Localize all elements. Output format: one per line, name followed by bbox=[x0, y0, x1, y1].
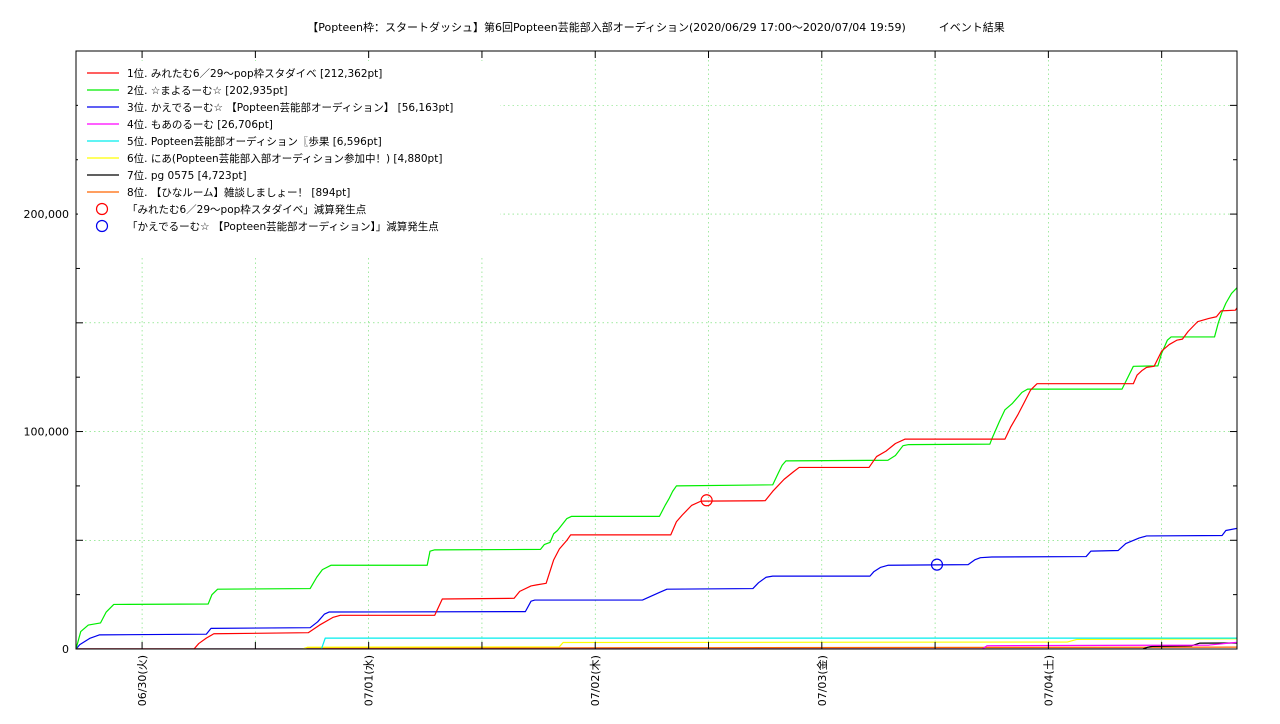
legend-background bbox=[78, 61, 500, 257]
series-line-3 bbox=[76, 527, 1237, 649]
legend-label: 「みれたむ6／29〜pop枠スタダイベ」減算発生点 bbox=[127, 203, 366, 216]
chart-title: 【Popteen枠：スタートダッシュ】第6回Popteen芸能部入部オーディショ… bbox=[307, 20, 1005, 34]
legend-label: 6位. にあ(Popteen芸能部入部オーディション参加中！) [4,880pt… bbox=[127, 152, 442, 165]
plot-frame bbox=[75, 50, 1238, 650]
series-line-2 bbox=[76, 286, 1237, 649]
markers bbox=[700, 494, 944, 571]
legend-marker bbox=[95, 202, 109, 216]
series-line-7 bbox=[76, 642, 1237, 649]
legend-label: 4位. もあのるーむ [26,706pt] bbox=[127, 118, 273, 131]
legend-label: 1位. みれたむ6／29〜pop枠スタダイベ [212,362pt] bbox=[127, 67, 382, 80]
series-line-4 bbox=[76, 641, 1237, 649]
y-tick-label: 100,000 bbox=[24, 426, 70, 439]
axes: 0 100,000 200,000 06/30(火) 07/01(水) 07/02(木) 0… bbox=[24, 50, 1237, 706]
deduction-marker-1 bbox=[700, 494, 713, 507]
legend-label: 5位. Popteen芸能部オーディション〖歩果 [6,596pt] bbox=[127, 135, 382, 148]
deduction-marker-2 bbox=[930, 558, 944, 571]
x-tick-label: 07/04(土) bbox=[1042, 655, 1055, 706]
legend: 1位. みれたむ6／29〜pop枠スタダイベ [212,362pt] 2位. ☆ま… bbox=[78, 61, 500, 257]
y-tick-label: 200,000 bbox=[24, 208, 70, 221]
legend-label: 8位. 【ひなルーム】雑談しましょー！ [894pt] bbox=[127, 186, 350, 199]
legend-label: 3位. かえでるーむ☆ 【Popteen芸能部オーディション】 [56,163p… bbox=[127, 101, 453, 114]
legend-label: 7位. pg 0575 [4,723pt] bbox=[127, 169, 247, 182]
series-line-1 bbox=[76, 306, 1237, 649]
y-tick-label: 0 bbox=[62, 643, 69, 656]
x-tick-label: 07/01(水) bbox=[363, 655, 376, 706]
legend-marker bbox=[95, 219, 109, 233]
x-tick-label: 07/02(木) bbox=[589, 655, 602, 706]
series-line-5 bbox=[76, 637, 1237, 649]
legend-label: 2位. ☆まよるーむ☆ [202,935pt] bbox=[127, 84, 288, 97]
x-tick-label: 06/30(火) bbox=[136, 655, 149, 706]
legend-label: 「かえでるーむ☆ 【Popteen芸能部オーディション】」減算発生点 bbox=[127, 220, 439, 233]
x-tick-label: 07/03(金) bbox=[815, 655, 829, 706]
